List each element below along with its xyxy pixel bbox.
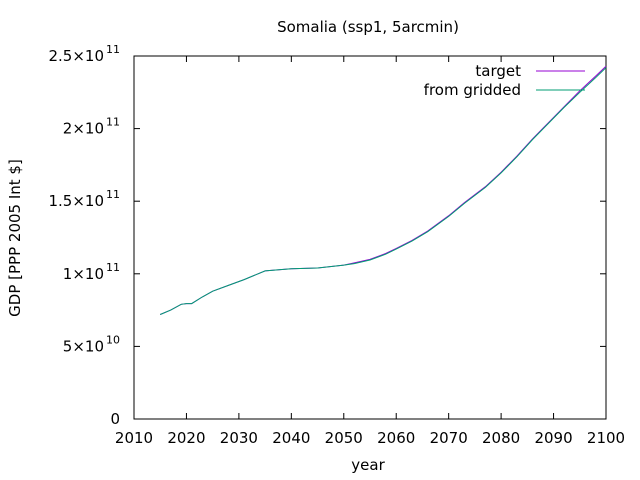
y-tick-label: 1×10 11 <box>63 261 120 283</box>
x-tick-label: 2030 <box>220 429 258 447</box>
chart-title: Somalia (ssp1, 5arcmin) <box>277 18 459 36</box>
y-tick-label: 1.5×10 11 <box>48 188 120 210</box>
y-axis-label: GDP [PPP 2005 Int $] <box>6 159 24 317</box>
x-tick-label: 2080 <box>482 429 520 447</box>
x-tick-label: 2040 <box>272 429 310 447</box>
x-axis-label: year <box>351 456 385 474</box>
x-tick-label: 2100 <box>587 429 625 447</box>
y-tick-label: 0 <box>110 410 120 428</box>
y-tick-label: 2×10 11 <box>63 116 120 138</box>
series-line-1 <box>160 67 607 315</box>
x-tick-label: 2090 <box>534 429 572 447</box>
legend-label: from gridded <box>424 81 521 99</box>
plot-frame <box>133 55 607 420</box>
x-tick-label: 2070 <box>430 429 468 447</box>
y-tick-label: 5×10 10 <box>63 333 120 355</box>
axis-ticks: 2010 2020 2030 2040 2050 2060 2070 2080 2090 2100… <box>48 43 625 447</box>
x-tick-label: 2010 <box>115 429 153 447</box>
series-lines <box>160 65 607 315</box>
series-line-0 <box>160 65 607 315</box>
x-tick-label: 2020 <box>167 429 205 447</box>
legend-label: target <box>475 62 521 80</box>
x-tick-label: 2050 <box>325 429 363 447</box>
x-tick-label: 2060 <box>377 429 415 447</box>
y-tick-label: 2.5×10 11 <box>48 43 120 65</box>
